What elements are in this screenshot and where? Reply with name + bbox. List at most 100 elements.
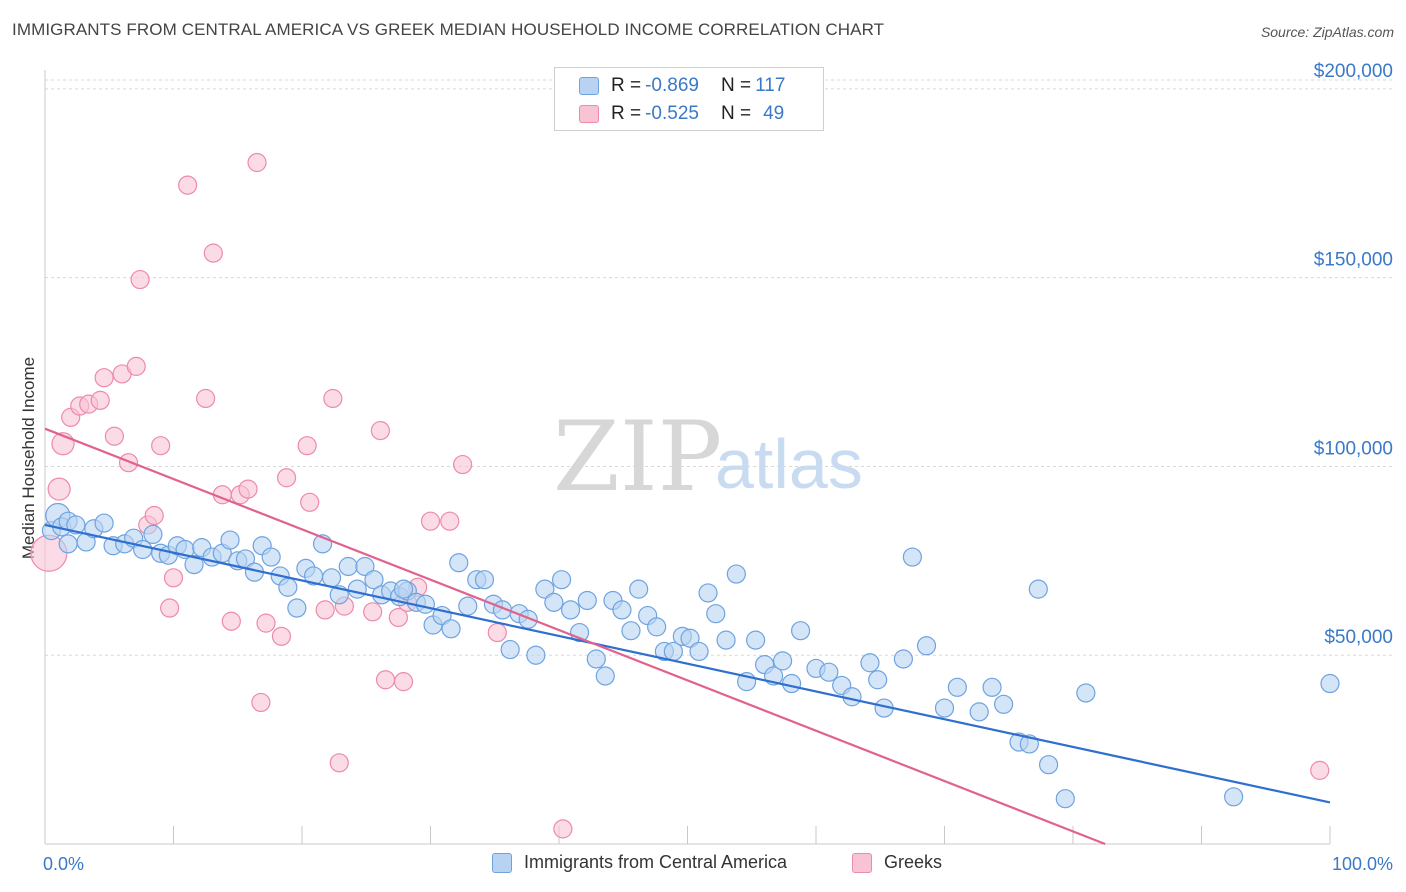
watermark: ZIP atlas <box>553 401 863 513</box>
data-point <box>278 577 298 597</box>
data-point <box>58 534 78 554</box>
data-point <box>441 619 461 639</box>
data-point <box>947 677 967 697</box>
bottom-legend-swatch-pink <box>852 852 872 873</box>
data-point <box>388 607 408 628</box>
chart-title: IMMIGRANTS FROM CENTRAL AMERICA VS GREEK… <box>12 20 885 39</box>
data-point <box>370 420 390 441</box>
data-point <box>726 564 746 584</box>
legend-r-value: -0.869 <box>645 75 699 96</box>
data-point <box>868 670 888 690</box>
data-point <box>440 511 460 531</box>
data-point <box>969 702 989 722</box>
watermark-atlas: atlas <box>715 425 863 503</box>
data-point <box>321 568 342 588</box>
data-point <box>689 641 709 662</box>
legend-row-greeks: R = -0.525 N = 49 <box>579 101 784 127</box>
data-point <box>94 368 114 388</box>
data-point <box>151 436 171 456</box>
axes <box>44 70 1331 845</box>
data-point <box>553 819 573 839</box>
data-point <box>1320 673 1340 694</box>
data-point <box>647 617 667 637</box>
legend-n-label: N = <box>720 103 752 124</box>
trend-lines <box>44 427 1331 846</box>
data-point <box>449 553 469 573</box>
data-point <box>221 611 241 631</box>
data-point <box>329 753 349 773</box>
data-point <box>126 356 146 376</box>
data-point <box>143 524 163 545</box>
data-point <box>500 639 520 660</box>
y-tick-label: $200,000 <box>1314 61 1393 82</box>
data-point <box>163 568 184 588</box>
data-point <box>261 547 281 567</box>
data-point <box>323 388 343 409</box>
data-point <box>560 600 581 620</box>
data-point <box>819 662 839 682</box>
data-point <box>178 175 198 195</box>
data-point <box>551 570 572 590</box>
data-point <box>160 598 180 618</box>
bottom-legend-label: Immigrants from Central America <box>524 852 788 872</box>
y-axis-label: Median Household Income <box>19 357 38 559</box>
legend-row-central-america: R = -0.869 N = 117 <box>579 73 785 99</box>
data-point <box>746 630 766 650</box>
bottom-legend-central-america: Immigrants from Central America <box>492 852 787 873</box>
data-point <box>375 670 396 690</box>
data-point <box>902 547 922 567</box>
data-point <box>577 590 597 611</box>
data-point <box>276 468 297 488</box>
data-point <box>982 677 1002 697</box>
data-point <box>772 651 793 671</box>
bottom-legend-swatch-blue <box>492 852 512 873</box>
legend-n-label: N = <box>720 75 752 96</box>
trend-line <box>44 523 1331 804</box>
data-point <box>1038 755 1059 775</box>
data-point <box>680 628 700 648</box>
data-point <box>420 511 441 531</box>
trend-line <box>44 427 1106 846</box>
data-point <box>315 600 335 620</box>
data-point <box>118 453 139 473</box>
data-point <box>238 479 258 499</box>
legend-r-value: -0.525 <box>645 103 699 124</box>
data-point <box>526 645 546 665</box>
data-point <box>256 613 276 633</box>
data-point <box>90 390 110 410</box>
data-point <box>203 243 223 263</box>
data-point <box>994 694 1014 714</box>
data-point <box>1028 579 1048 599</box>
data-point <box>364 570 384 590</box>
data-point <box>1224 787 1244 807</box>
x-tick-label: 100.0% <box>1332 854 1393 874</box>
legend-swatch-blue <box>579 77 599 95</box>
data-point <box>66 515 86 535</box>
data-point <box>612 600 632 620</box>
data-point <box>297 436 317 456</box>
legend-r-label: R = <box>611 75 642 96</box>
data-point <box>47 477 71 501</box>
data-point <box>247 152 267 173</box>
data-point <box>144 505 164 526</box>
data-point <box>860 653 880 673</box>
data-point <box>363 602 383 622</box>
legend-n-value: 49 <box>763 103 785 124</box>
y-tick-labels: $50,000 $100,000 $150,000 $200,000 <box>1314 61 1393 648</box>
data-point <box>535 579 555 599</box>
data-point <box>716 630 736 650</box>
data-point <box>629 579 649 599</box>
data-point <box>1055 789 1075 809</box>
data-point <box>487 622 507 643</box>
chart-source: Source: ZipAtlas.com <box>1260 24 1394 40</box>
x-tick-label: 0.0% <box>43 854 84 874</box>
data-point <box>706 604 726 624</box>
data-point <box>133 539 153 560</box>
data-point <box>355 556 375 577</box>
data-point <box>916 636 937 656</box>
data-point <box>1310 760 1330 780</box>
data-point <box>453 454 473 475</box>
data-point <box>220 530 240 550</box>
y-tick-label: $100,000 <box>1314 438 1393 459</box>
data-point <box>104 426 124 446</box>
